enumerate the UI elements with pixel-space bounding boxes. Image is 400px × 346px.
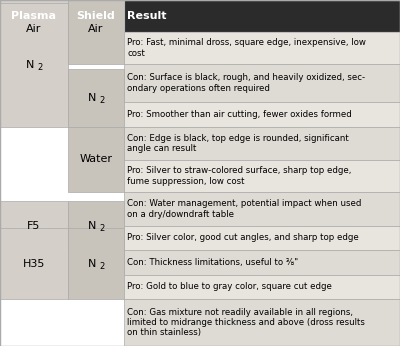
Bar xyxy=(124,299,400,346)
Bar xyxy=(68,69,124,127)
Bar xyxy=(68,228,124,299)
Text: Pro: Silver color, good cut angles, and sharp top edge: Pro: Silver color, good cut angles, and … xyxy=(127,233,359,243)
Text: Pro: Silver to straw-colored surface, sharp top edge,
fume suppression, low cost: Pro: Silver to straw-colored surface, sh… xyxy=(127,166,352,186)
Text: H35: H35 xyxy=(23,258,45,268)
Text: Plasma: Plasma xyxy=(12,11,56,21)
Text: Con: Gas mixture not readily available in all regions,
limited to midrange thick: Con: Gas mixture not readily available i… xyxy=(127,308,365,337)
Bar xyxy=(124,250,400,275)
Text: 2: 2 xyxy=(99,262,105,271)
Bar xyxy=(68,0,124,64)
Text: N: N xyxy=(26,60,34,70)
Text: Air: Air xyxy=(26,24,42,34)
Bar xyxy=(124,275,400,299)
Text: Pro: Gold to blue to gray color, square cut edge: Pro: Gold to blue to gray color, square … xyxy=(127,282,332,291)
Bar xyxy=(68,0,124,32)
Text: Air: Air xyxy=(88,24,104,34)
Text: N: N xyxy=(88,258,96,268)
Bar xyxy=(0,0,68,32)
Bar xyxy=(124,192,400,226)
Bar xyxy=(124,127,400,160)
Bar xyxy=(68,201,124,250)
Bar xyxy=(124,226,400,250)
Bar xyxy=(124,32,400,64)
Bar xyxy=(68,127,124,192)
Text: F5: F5 xyxy=(27,221,41,231)
Text: Water: Water xyxy=(80,154,112,164)
Text: 2: 2 xyxy=(37,63,43,72)
Text: Con: Water management, potential impact when used
on a dry/downdraft table: Con: Water management, potential impact … xyxy=(127,199,362,219)
Bar xyxy=(0,3,68,127)
Text: Con: Surface is black, rough, and heavily oxidized, sec-
ondary operations often: Con: Surface is black, rough, and heavil… xyxy=(127,73,365,93)
Text: Shield: Shield xyxy=(77,11,115,21)
Text: 2: 2 xyxy=(99,224,105,233)
Bar xyxy=(0,228,68,299)
Bar xyxy=(0,201,68,250)
Text: Con: Thickness limitations, useful to ⅜": Con: Thickness limitations, useful to ⅜" xyxy=(127,258,298,267)
Text: Pro: Fast, minimal dross, square edge, inexpensive, low
cost: Pro: Fast, minimal dross, square edge, i… xyxy=(127,38,366,58)
Text: 2: 2 xyxy=(99,96,105,105)
Bar xyxy=(124,160,400,192)
Bar xyxy=(0,0,68,64)
Text: Con: Edge is black, top edge is rounded, significant
angle can result: Con: Edge is black, top edge is rounded,… xyxy=(127,134,349,153)
Bar xyxy=(124,64,400,102)
Text: N: N xyxy=(88,93,96,103)
Bar xyxy=(124,0,400,32)
Text: Result: Result xyxy=(127,11,167,21)
Text: N: N xyxy=(88,221,96,231)
Text: Pro: Smoother than air cutting, fewer oxides formed: Pro: Smoother than air cutting, fewer ox… xyxy=(127,110,352,119)
Bar xyxy=(124,102,400,127)
